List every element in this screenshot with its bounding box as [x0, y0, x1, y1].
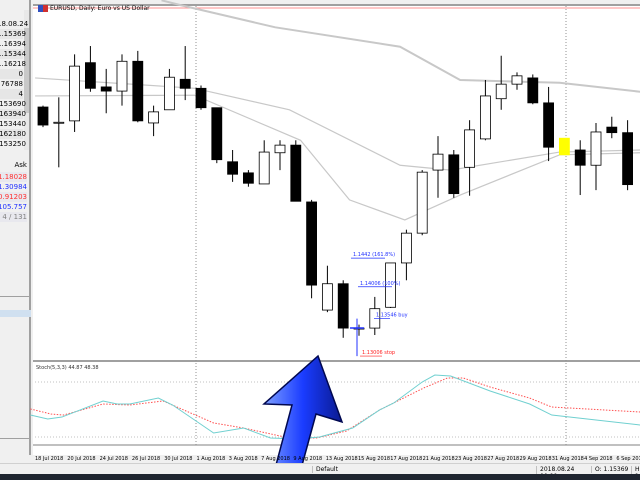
blue-arrow-icon: [262, 354, 344, 480]
x-tick-label: 30 Jul 2018: [164, 456, 193, 462]
data-window-value: .162180: [0, 129, 26, 139]
candle-body: [559, 137, 570, 156]
candle-body: [321, 283, 333, 311]
status-open: O: 1.15369: [591, 466, 631, 473]
candle-body: [242, 172, 254, 184]
candle-body: [385, 262, 397, 308]
candle-body: [163, 76, 175, 111]
market-watch-ask-header: Ask: [14, 161, 28, 169]
x-tick-label: 24 Jul 2018: [99, 456, 128, 462]
data-window-value: .153250: [0, 140, 26, 148]
candle-body: [116, 60, 128, 92]
candle-body: [590, 131, 602, 166]
candle-body: [211, 107, 223, 161]
chart-title: EURUSD, Daily: Euro vs US Dollar: [38, 5, 150, 12]
candle-body: [69, 65, 80, 122]
data-window-value: .153440: [0, 120, 26, 128]
candle-body: [416, 171, 428, 234]
candle-body: [306, 201, 318, 286]
data-window-value: .163940: [0, 109, 26, 119]
x-tick-label: 3 Aug 2018: [228, 456, 258, 462]
x-tick-label: 17 Aug 2018: [390, 456, 423, 462]
data-window-value: 18.08.24: [0, 20, 29, 28]
moving-average-line: [161, 0, 640, 93]
left-panel: 18.08.241.153691.163941.153441.162180767…: [0, 0, 31, 455]
data-window-scrollbar[interactable]: [24, 10, 29, 150]
candle-body: [527, 77, 539, 104]
x-tick-label: 4 Sep 2018: [584, 456, 613, 462]
data-window-value: 1.16394: [0, 40, 26, 48]
stochastic-signal-line: [30, 377, 640, 439]
taskbar: [0, 474, 640, 480]
candle-body: [195, 87, 207, 109]
market-watch-ask[interactable]: 105.757: [0, 203, 27, 211]
data-window-value: 1.15369: [0, 29, 26, 39]
candle-body: [464, 129, 476, 168]
fib-level-label: 1.14006 (100%): [360, 281, 401, 287]
candle-body: [432, 153, 444, 171]
x-tick-label: 23 Aug 2018: [454, 456, 487, 462]
data-window-value: 1.15344: [0, 49, 26, 59]
market-watch-ask[interactable]: 1.18028: [0, 172, 27, 182]
candle-body: [448, 154, 460, 195]
x-tick-label: 13 Aug 2018: [325, 456, 358, 462]
data-window-value: .153690: [0, 100, 26, 108]
candle-body: [132, 60, 144, 122]
chart-symbol-icon: [38, 5, 48, 12]
x-tick-label: 6 Sep 2018: [616, 456, 640, 462]
x-tick-label: 29 Aug 2018: [519, 456, 552, 462]
candle-body: [227, 161, 239, 175]
x-tick-label: 26 Jul 2018: [131, 456, 161, 462]
fib-level-label: 1.13546 buy: [376, 313, 408, 319]
data-window-value: 4: [0, 89, 23, 99]
market-watch-ask[interactable]: 1.30984: [0, 183, 27, 191]
candle-body: [511, 75, 523, 85]
panel-divider: [0, 438, 31, 439]
stochastic-label: Stoch(5,3,3) 44.87 48.38: [36, 365, 99, 371]
moving-average-line: [35, 94, 640, 221]
candle-body: [290, 144, 302, 202]
status-profile[interactable]: Default: [312, 466, 377, 473]
status-bar: Default 2018.08.24 00:00 O: 1.15369 H: 1…: [0, 463, 640, 480]
candle-body: [100, 86, 112, 92]
candle-body: [53, 121, 65, 124]
candle-body: [274, 144, 286, 154]
x-tick-label: 1 Aug 2018: [196, 456, 226, 462]
x-tick-label: 18 Jul 2018: [35, 456, 64, 462]
fib-level-label: 1.13006 stop: [362, 350, 395, 356]
data-window-value: 0: [0, 69, 23, 79]
x-tick-label: 15 Aug 2018: [358, 456, 391, 462]
market-watch-ask[interactable]: 0.91203: [0, 192, 27, 202]
scrollbar-thumb[interactable]: [24, 28, 29, 113]
x-tick-label: 27 Aug 2018: [487, 456, 520, 462]
selected-row[interactable]: [0, 310, 31, 317]
candle-body: [400, 232, 412, 264]
candle-body: [148, 111, 160, 124]
market-watch-ask[interactable]: 4 / 131: [0, 212, 27, 222]
candle-body: [37, 106, 49, 126]
x-tick-label: 31 Aug 2018: [551, 456, 584, 462]
candle-body: [543, 102, 554, 148]
candle-body: [479, 95, 491, 140]
fib-level-label: 1.1442 (161.8%): [353, 252, 395, 258]
x-tick-label: 9 Aug 2018: [293, 456, 323, 462]
candle-body: [337, 283, 349, 329]
x-tick-label: 21 Aug 2018: [422, 456, 455, 462]
candle-body: [179, 78, 191, 89]
candle-body: [85, 62, 96, 89]
candle-body: [622, 132, 633, 186]
panel-divider: [0, 296, 31, 297]
candle-body: [258, 151, 270, 185]
candle-body: [574, 149, 586, 166]
data-window-value: 1.16218: [0, 60, 26, 68]
data-window-value: 76788: [0, 80, 23, 88]
x-tick-label: 20 Jul 2018: [67, 456, 96, 462]
x-tick-label: 7 Aug 2018: [261, 456, 290, 462]
chart-title-text: EURUSD, Daily: Euro vs US Dollar: [50, 5, 150, 12]
candle-body: [606, 126, 618, 134]
candle-body: [495, 83, 507, 100]
